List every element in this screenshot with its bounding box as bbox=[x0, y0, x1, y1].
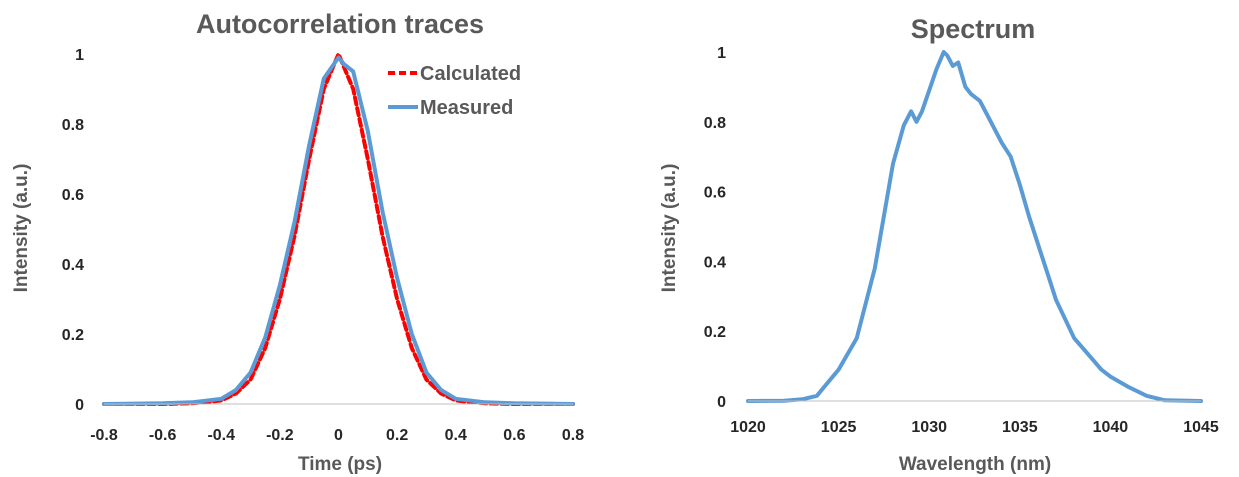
y-tick-label: 0 bbox=[717, 394, 726, 411]
y-tick-label: 0 bbox=[75, 397, 84, 414]
y-tick-labels: 0 0.2 0.4 0.6 0.8 1 bbox=[62, 47, 84, 414]
y-tick-label: 0.2 bbox=[704, 324, 726, 341]
autocorrelation-chart: Autocorrelation traces -0.8 -0.6 -0.4 -0.2 0… bbox=[11, 9, 584, 475]
y-tick-label: 0.4 bbox=[704, 254, 726, 271]
y-axis-title: Intensity (a.u.) bbox=[659, 164, 680, 293]
y-tick-label: 1 bbox=[717, 45, 726, 62]
x-tick-labels: 1020 1025 1030 1035 1040 1045 bbox=[730, 419, 1219, 436]
x-tick-label: 0 bbox=[334, 427, 343, 444]
x-tick-label: 0.8 bbox=[562, 427, 584, 444]
y-axis-title: Intensity (a.u.) bbox=[11, 164, 32, 293]
legend-label-calculated: Calculated bbox=[420, 63, 521, 85]
y-tick-label: 0.6 bbox=[62, 187, 84, 204]
series-line-measured bbox=[102, 55, 575, 406]
x-tick-label: -0.2 bbox=[266, 427, 294, 444]
series-lines bbox=[102, 52, 575, 406]
x-tick-label: -0.6 bbox=[149, 427, 177, 444]
y-tick-labels: 0 0.2 0.4 0.6 0.8 1 bbox=[704, 45, 726, 411]
y-tick-label: 0.8 bbox=[704, 115, 726, 132]
x-tick-label: 0.4 bbox=[445, 427, 467, 444]
series-lines bbox=[746, 50, 1203, 403]
y-tick-label: 0.6 bbox=[704, 185, 726, 202]
x-axis-title: Time (ps) bbox=[298, 454, 382, 475]
series-line-calculated bbox=[102, 52, 575, 406]
x-tick-label: 0.6 bbox=[503, 427, 525, 444]
x-tick-label: 1030 bbox=[911, 419, 947, 436]
spectrum-chart: Spectrum 1020 1025 1030 1035 1040 1045 0 0.2 0.… bbox=[659, 14, 1219, 475]
x-tick-labels: -0.8 -0.6 -0.4 -0.2 0 0.2 0.4 0.6 0.8 bbox=[90, 427, 584, 444]
y-tick-label: 0.2 bbox=[62, 327, 84, 344]
legend-label-measured: Measured bbox=[420, 97, 513, 119]
y-tick-label: 0.4 bbox=[62, 257, 84, 274]
x-axis-title: Wavelength (nm) bbox=[899, 454, 1051, 475]
x-tick-label: -0.4 bbox=[207, 427, 235, 444]
chart-title: Autocorrelation traces bbox=[196, 9, 484, 39]
x-tick-label: -0.8 bbox=[90, 427, 118, 444]
x-tick-label: 1045 bbox=[1183, 419, 1219, 436]
legend: Calculated Measured bbox=[388, 63, 521, 119]
y-tick-label: 0.8 bbox=[62, 117, 84, 134]
x-tick-label: 1020 bbox=[730, 419, 766, 436]
x-tick-label: 1025 bbox=[821, 419, 857, 436]
series-line-spectrum bbox=[746, 50, 1203, 403]
x-tick-label: 1040 bbox=[1093, 419, 1129, 436]
x-tick-label: 1035 bbox=[1002, 419, 1038, 436]
y-tick-label: 1 bbox=[75, 47, 84, 64]
x-tick-label: 0.2 bbox=[386, 427, 408, 444]
chart-title: Spectrum bbox=[911, 14, 1036, 44]
